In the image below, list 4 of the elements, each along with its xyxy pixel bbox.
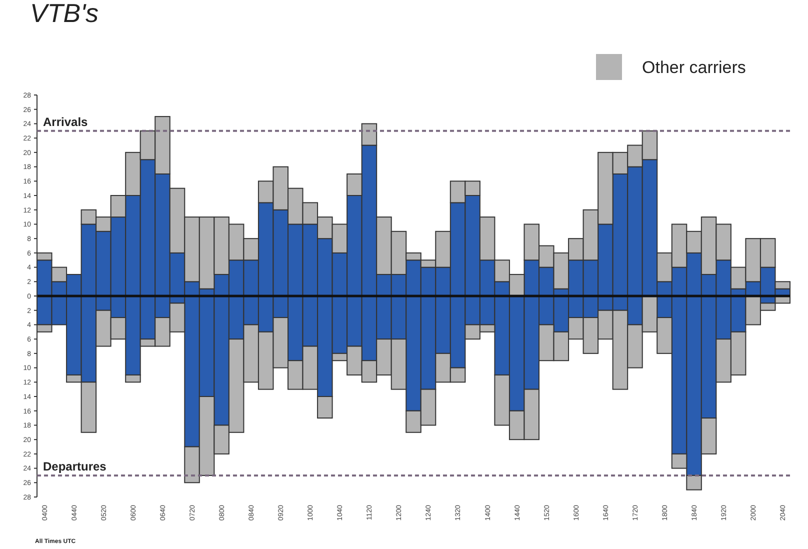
ref-line-label: Departures	[43, 459, 107, 474]
legend-label: Other carriers	[642, 58, 746, 77]
chart-title: VTB's	[30, 0, 99, 28]
ref-line-label: Arrivals	[43, 114, 88, 129]
